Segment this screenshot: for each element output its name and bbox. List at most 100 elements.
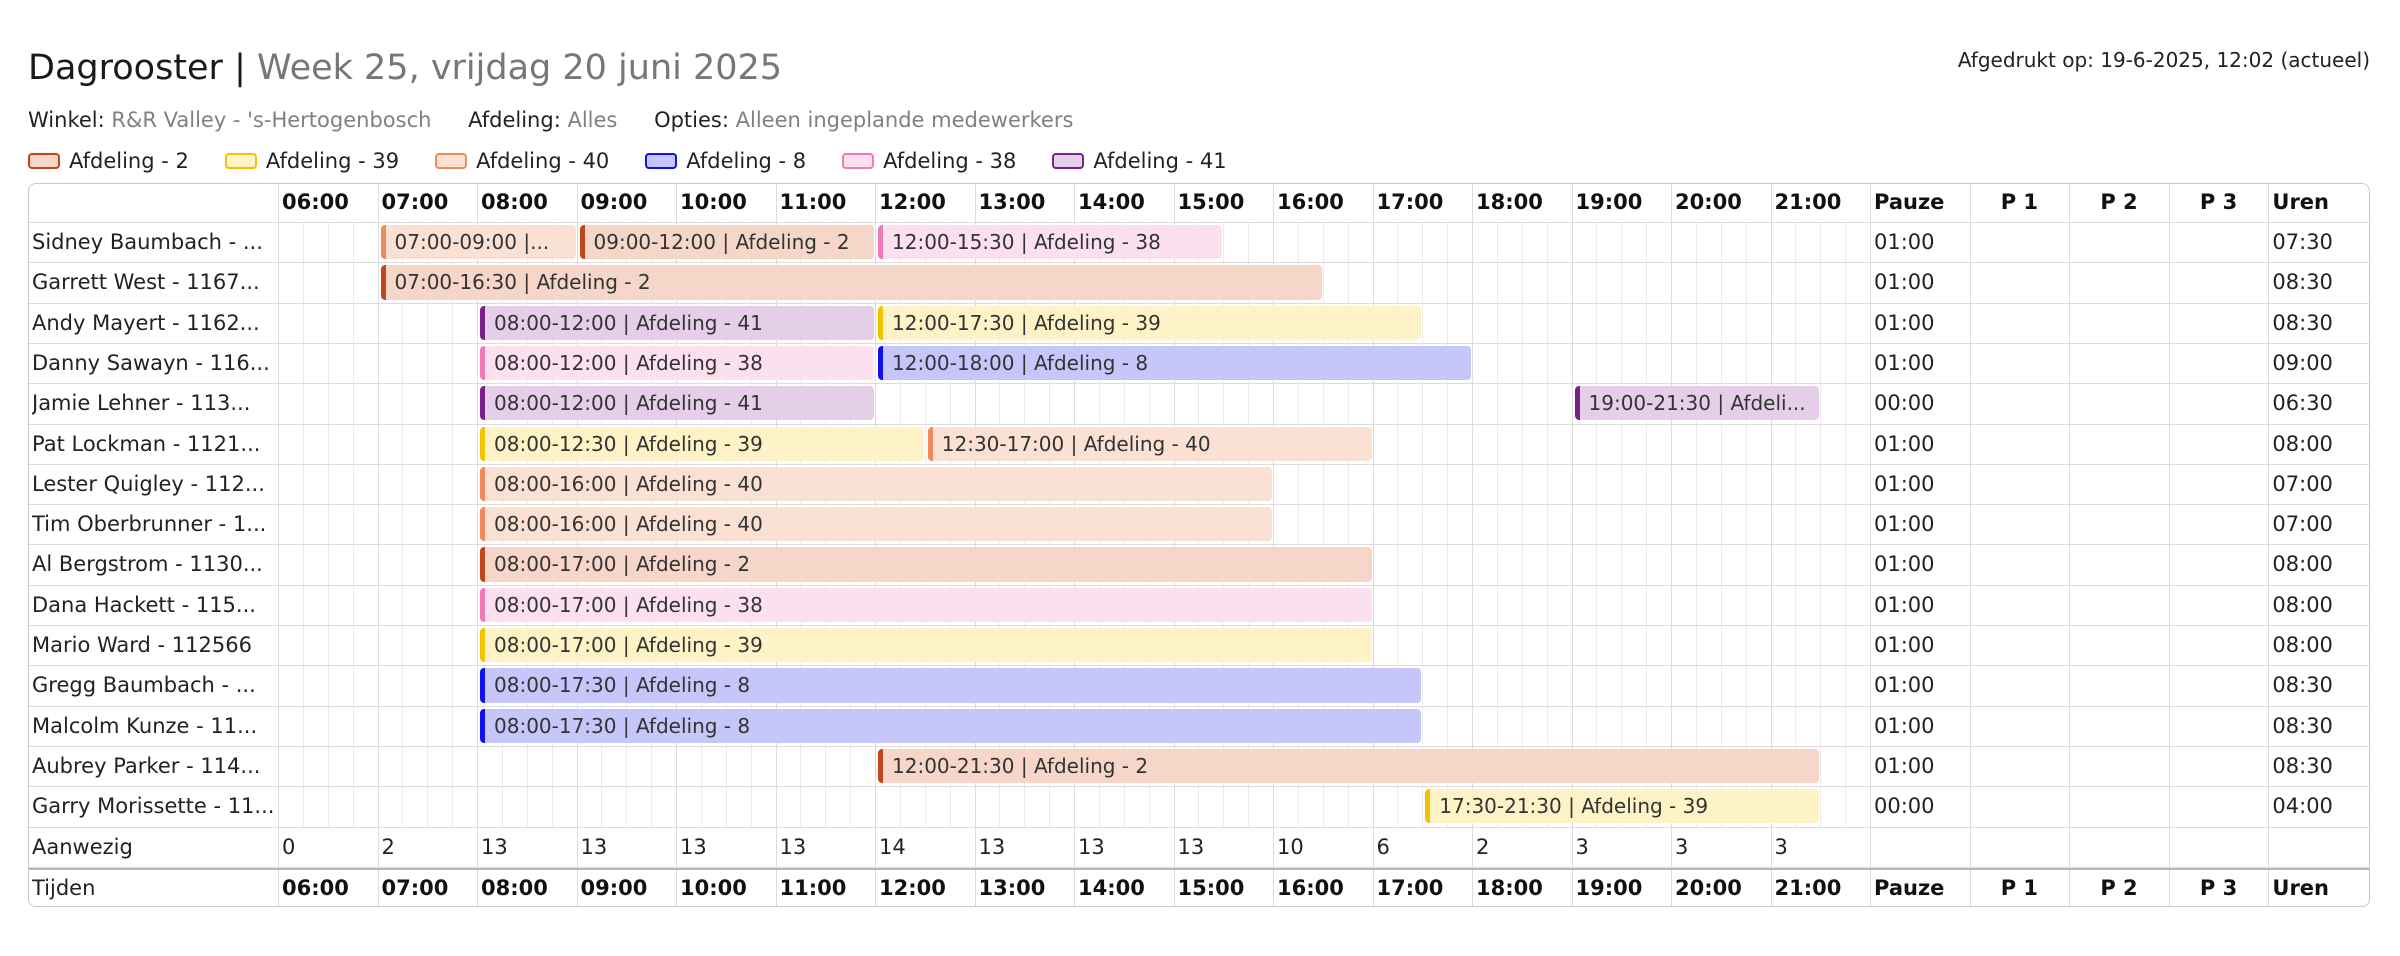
- shift-bar-edge: [878, 225, 883, 260]
- shift-bar-afdeling-41[interactable]: 08:00-12:00 | Afdeling - 41: [480, 386, 874, 421]
- present-count: 6: [1376, 834, 1390, 859]
- shift-bar-edge: [878, 345, 883, 381]
- footer-hour-1000: 10:00: [680, 875, 747, 900]
- header-hour-1200: 12:00: [879, 190, 946, 214]
- grid-line: [1695, 222, 1697, 827]
- present-count: 2: [381, 834, 395, 859]
- footer-hour-0700: 07:00: [381, 875, 449, 900]
- grid-line: [1297, 222, 1299, 827]
- pause-value: 00:00: [1874, 391, 1935, 416]
- shift-bar-afdeling-38[interactable]: 12:00-15:30 | Afdeling - 38: [878, 225, 1223, 260]
- shift-bar-afdeling-2[interactable]: 12:00-21:30 | Afdeling - 2: [878, 748, 1820, 784]
- shift-bar-afdeling-41[interactable]: 08:00-12:00 | Afdeling - 41: [480, 305, 874, 340]
- shift-bar-afdeling-8[interactable]: 08:00-17:30 | Afdeling - 8: [480, 708, 1422, 743]
- shift-bar-afdeling-40[interactable]: 08:00-16:00 | Afdeling - 40: [480, 507, 1272, 542]
- grid-line: [352, 222, 354, 827]
- pause-value: 00:00: [1874, 794, 1935, 819]
- shift-label: 08:00-12:00 | Afdeling - 41: [494, 391, 763, 416]
- shift-label: 12:00-18:00 | Afdeling - 8: [892, 350, 1149, 375]
- present-count: 13: [680, 834, 707, 859]
- shift-bar-edge: [480, 507, 485, 542]
- grid-line: [29, 342, 2369, 344]
- header-col-p1: P 1: [2000, 190, 2039, 214]
- shift-label: 07:00-09:00 |...: [394, 230, 550, 254]
- shift-bar-afdeling-38[interactable]: 08:00-12:00 | Afdeling - 38: [480, 345, 874, 381]
- footer-hour-1200: 12:00: [879, 875, 946, 900]
- shift-bar-edge: [480, 426, 485, 461]
- grid-line: [1322, 222, 1324, 827]
- present-label: Aanwezig: [32, 834, 133, 859]
- shift-label: 08:00-16:00 | Afdeling - 40: [494, 471, 763, 496]
- shift-bar-edge: [480, 386, 485, 421]
- footer-hour-0600: 06:00: [282, 875, 349, 900]
- grid-line: [29, 222, 2369, 223]
- header-hour-1400: 14:00: [1078, 190, 1145, 214]
- header-col-p3: P 3: [2199, 190, 2238, 214]
- present-count: 0: [282, 834, 296, 859]
- present-count: 13: [1078, 834, 1105, 859]
- grid-line: [29, 383, 2369, 385]
- header-hour-2000: 20:00: [1675, 190, 1742, 214]
- shift-label: 08:00-16:00 | Afdeling - 40: [494, 512, 763, 537]
- pause-value: 01:00: [1874, 633, 1935, 657]
- options-value: Alleen ingeplande medewerkers: [735, 108, 1074, 132]
- grid-line: [1422, 222, 1424, 827]
- shift-bar-afdeling-39[interactable]: 08:00-12:30 | Afdeling - 39: [480, 426, 924, 461]
- title-subtitle: Week 25, vrijdag 20 juni 2025: [257, 48, 783, 88]
- schedule-grid: 06:00 07:00 08:00 09:00 10:00 11:00 12:00 13:00…: [28, 183, 2370, 907]
- shift-bar-afdeling-40[interactable]: 12:30-17:00 | Afdeling - 40: [927, 426, 1372, 461]
- shift-bar-afdeling-39[interactable]: 17:30-21:30 | Afdeling - 39: [1425, 789, 1820, 824]
- shift-label: 12:30-17:00 | Afdeling - 40: [941, 431, 1211, 456]
- footer-col-p3: P 3: [2199, 875, 2238, 900]
- shift-bar-edge: [480, 466, 485, 502]
- present-count: 13: [580, 834, 608, 859]
- grid-line: [29, 705, 2369, 707]
- legend-label: Afdeling - 40: [476, 149, 610, 173]
- present-count: 3: [1675, 834, 1689, 859]
- employee-name: Al Bergstrom - 1130...: [32, 552, 263, 577]
- employee-name: Jamie Lehner - 113...: [32, 391, 251, 416]
- shift-label: 08:00-17:00 | Afdeling - 2: [494, 552, 751, 577]
- shift-bar-edge: [380, 225, 386, 260]
- shift-bar-afdeling-2[interactable]: 07:00-16:30 | Afdeling - 2: [380, 265, 1322, 300]
- footer-label: Tijden: [32, 875, 96, 900]
- shift-bar-afdeling-2[interactable]: 09:00-12:00 | Afdeling - 2: [579, 225, 874, 260]
- grid-line: [29, 866, 2369, 868]
- shift-bar-edge: [480, 547, 485, 582]
- shift-bar-afdeling-39[interactable]: 12:00-17:30 | Afdeling - 39: [878, 305, 1422, 340]
- grid-line: [1845, 222, 1847, 827]
- footer-hour-1700: 17:00: [1376, 875, 1444, 900]
- hours-value: 07:30: [2272, 230, 2333, 254]
- header-col-pauze: Pauze: [1874, 190, 1945, 214]
- hours-value: 08:00: [2272, 552, 2333, 577]
- shift-bar-afdeling-38[interactable]: 08:00-17:00 | Afdeling - 38: [480, 587, 1372, 622]
- shift-bar-afdeling-41[interactable]: 19:00-21:30 | Afdeli...: [1574, 386, 1820, 421]
- grid-line: [1646, 222, 1648, 827]
- employee-name: Danny Sawayn - 116...: [32, 350, 270, 375]
- department-legend: Afdeling - 2 Afdeling - 39 Afdeling - 40 Af…: [28, 149, 1263, 173]
- shift-bar-afdeling-40[interactable]: 07:00-09:00 |...: [380, 225, 576, 260]
- header-col-p2: P 2: [2100, 190, 2138, 214]
- employee-name: Sidney Baumbach - ...: [32, 230, 263, 254]
- shift-label: 07:00-16:30 | Afdeling - 2: [394, 270, 651, 295]
- shift-bar-edge: [480, 345, 485, 381]
- shift-bar-afdeling-2[interactable]: 08:00-17:00 | Afdeling - 2: [480, 547, 1372, 582]
- shift-bar-afdeling-40[interactable]: 08:00-16:00 | Afdeling - 40: [480, 466, 1272, 502]
- header-hour-0900: 09:00: [580, 190, 648, 214]
- header-hour-1900: 19:00: [1575, 190, 1643, 214]
- shift-bar-afdeling-8[interactable]: 12:00-18:00 | Afdeling - 8: [878, 345, 1471, 381]
- department-value: Alles: [567, 108, 618, 132]
- pause-value: 01:00: [1874, 230, 1935, 254]
- shift-bar-afdeling-8[interactable]: 08:00-17:30 | Afdeling - 8: [480, 668, 1422, 703]
- store-label: Winkel:: [28, 108, 105, 132]
- pause-value: 01:00: [1874, 552, 1935, 577]
- grid-line: [452, 222, 454, 827]
- hours-value: 08:30: [2272, 270, 2333, 295]
- shift-bar-edge: [380, 265, 386, 300]
- grid-line: [1397, 222, 1399, 827]
- hours-value: 08:30: [2272, 753, 2333, 778]
- shift-label: 12:00-15:30 | Afdeling - 38: [892, 230, 1161, 254]
- page-title: Dagrooster | Week 25, vrijdag 20 juni 20…: [28, 48, 782, 88]
- employee-name: Malcolm Kunze - 11...: [32, 713, 258, 738]
- shift-bar-afdeling-39[interactable]: 08:00-17:00 | Afdeling - 39: [480, 628, 1372, 663]
